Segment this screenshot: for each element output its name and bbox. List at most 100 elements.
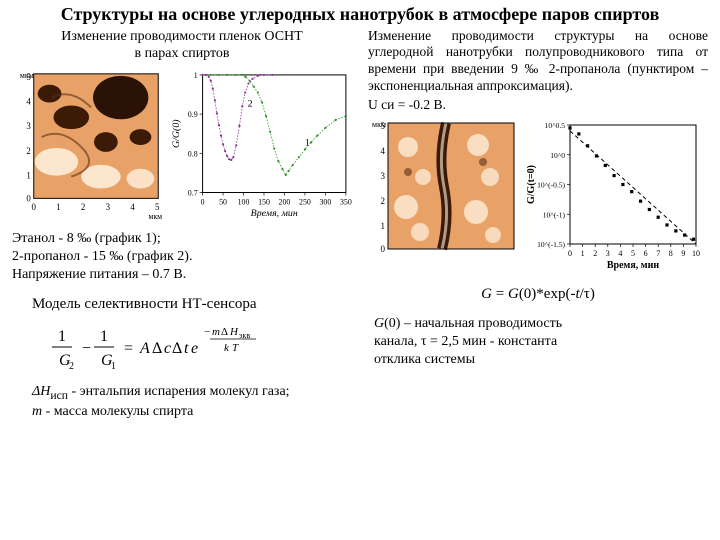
svg-text:t: t	[184, 340, 189, 357]
svg-text:1: 1	[194, 70, 198, 79]
svg-text:H: H	[229, 326, 239, 338]
svg-text:200: 200	[279, 197, 291, 206]
svg-text:1: 1	[381, 221, 386, 231]
u-line: U си = -0.2 В.	[368, 97, 708, 113]
svg-text:3: 3	[606, 249, 610, 258]
svg-text:4: 4	[618, 249, 622, 258]
svg-text:m: m	[212, 326, 220, 338]
svg-text:0: 0	[32, 202, 37, 212]
svg-text:=: =	[124, 340, 133, 357]
footnote-1-rest: – начальная проводимость	[404, 316, 562, 331]
footnote-3: отклика системы	[374, 352, 475, 367]
left-caption: Этанол - 8 ‰ (график 1); 2-пропанол - 15…	[12, 230, 352, 285]
svg-text:1: 1	[26, 170, 30, 180]
svg-text:Δ: Δ	[172, 340, 182, 357]
svg-text:9: 9	[681, 249, 685, 258]
svg-text:0: 0	[381, 244, 386, 254]
right-equation: G = G(0)*exp(-t/τ)	[368, 286, 708, 303]
svg-text:2: 2	[248, 98, 253, 109]
left-figure-row: 5 4 3 2 1 0 мкм 0 1 2 3 4	[12, 67, 352, 222]
svg-text:2: 2	[593, 249, 597, 258]
right-footnote: G(0) – начальная проводимость канала, τ …	[368, 315, 708, 370]
svg-text:1: 1	[111, 361, 116, 372]
afm1-xunit: мкм	[148, 212, 162, 221]
svg-text:−: −	[204, 326, 210, 338]
svg-text:150: 150	[258, 197, 270, 206]
svg-text:10^(-0.5): 10^(-0.5)	[537, 181, 565, 190]
svg-text:G/G(0): G/G(0)	[171, 119, 182, 148]
footnote-2: канала, τ = 2,5 мин - константа	[374, 334, 557, 349]
svg-text:3: 3	[381, 171, 386, 181]
right-column: Изменение проводимости структуры на осно…	[360, 28, 708, 422]
chart-2: 0123456789 10 10^(-1.5) 10^(-1) 10^(-0.5) 10^…	[522, 117, 702, 272]
caption-l3: Напряжение питания – 0.7 В.	[12, 266, 352, 284]
page-title: Структуры на основе углеродных нанотрубо…	[0, 0, 720, 28]
svg-text:e: e	[191, 340, 198, 357]
svg-text:10^(-1.5): 10^(-1.5)	[537, 240, 565, 249]
afm-image-2: 5 4 3 2 1 0 мкм	[368, 117, 518, 272]
svg-text:Δ: Δ	[152, 340, 162, 357]
left-subtitle: Изменение проводимости пленок ОСНТ в пар…	[12, 28, 352, 63]
svg-text:50: 50	[219, 197, 227, 206]
svg-text:5: 5	[631, 249, 635, 258]
svg-text:10^(-1): 10^(-1)	[543, 210, 566, 219]
svg-text:c: c	[164, 340, 171, 357]
svg-text:Δ: Δ	[221, 326, 228, 338]
left-column: Изменение проводимости пленок ОСНТ в пар…	[12, 28, 360, 422]
svg-text:1: 1	[100, 328, 108, 345]
svg-text:0: 0	[568, 249, 572, 258]
left-subtitle-l1: Изменение проводимости пленок ОСНТ	[61, 29, 302, 44]
enthalpy-block: ΔHисп - энтальпия испарения молекул газа…	[32, 383, 352, 421]
svg-text:4: 4	[130, 202, 135, 212]
afm2-yunit: мкм	[372, 120, 386, 129]
model-heading: Модель селективности НТ-сенсора	[32, 296, 352, 313]
svg-text:1: 1	[581, 249, 585, 258]
svg-text:3: 3	[106, 202, 111, 212]
svg-text:4: 4	[381, 146, 386, 156]
svg-text:250: 250	[299, 197, 311, 206]
svg-text:T: T	[232, 342, 239, 354]
svg-text:0.9: 0.9	[188, 110, 198, 119]
caption-l2: 2-пропанол - 15 ‰ (график 2).	[12, 248, 352, 266]
svg-text:350: 350	[340, 197, 352, 206]
svg-text:5: 5	[155, 202, 160, 212]
svg-text:−: −	[82, 340, 91, 357]
svg-text:7: 7	[656, 249, 660, 258]
afm-image-1: 5 4 3 2 1 0 мкм 0 1 2 3 4	[12, 67, 165, 222]
svg-text:A: A	[139, 340, 150, 357]
right-figure-row: 5 4 3 2 1 0 мкм 01234567891010^(-1.5)10^…	[368, 117, 708, 272]
svg-text:8: 8	[669, 249, 673, 258]
right-paragraph: Изменение проводимости структуры на осно…	[368, 28, 708, 96]
svg-text:0.8: 0.8	[188, 149, 198, 158]
dh-symbol: ΔH	[32, 384, 50, 399]
svg-text:100: 100	[238, 197, 250, 206]
dh-rest: - энтальпия испарения молекул газа;	[71, 384, 289, 399]
formula: 1 G 2 − 1 G 1 = A Δ c Δ	[52, 323, 352, 373]
svg-text:0: 0	[201, 197, 205, 206]
svg-text:0.7: 0.7	[188, 188, 198, 197]
left-subtitle-l2: в парах спиртов	[134, 46, 229, 61]
svg-text:2: 2	[26, 145, 30, 155]
svg-text:3: 3	[26, 121, 31, 131]
svg-text:Время, мин: Время, мин	[251, 208, 298, 219]
svg-text:4: 4	[26, 96, 31, 106]
columns: Изменение проводимости пленок ОСНТ в пар…	[0, 28, 720, 422]
svg-text:Время, мин: Время, мин	[607, 260, 659, 271]
svg-text:k: k	[224, 342, 230, 354]
svg-text:1: 1	[58, 328, 66, 345]
caption-l1: Этанол - 8 ‰ (график 1);	[12, 230, 352, 248]
svg-text:2: 2	[381, 196, 386, 206]
svg-text:10^0.5: 10^0.5	[545, 121, 566, 130]
svg-text:1: 1	[56, 202, 60, 212]
svg-text:2: 2	[69, 361, 74, 372]
svg-text:2: 2	[81, 202, 85, 212]
svg-text:6: 6	[644, 249, 648, 258]
svg-text:300: 300	[320, 197, 332, 206]
afm1-yunit: мкм	[20, 70, 34, 79]
svg-text:1: 1	[305, 137, 310, 148]
svg-text:G/G(t=0): G/G(t=0)	[526, 165, 537, 204]
mass-rest: - масса молекулы спирта	[42, 404, 193, 419]
svg-text:10^0: 10^0	[550, 151, 565, 160]
svg-text:10: 10	[692, 249, 700, 258]
dh-sub: исп	[50, 389, 68, 402]
